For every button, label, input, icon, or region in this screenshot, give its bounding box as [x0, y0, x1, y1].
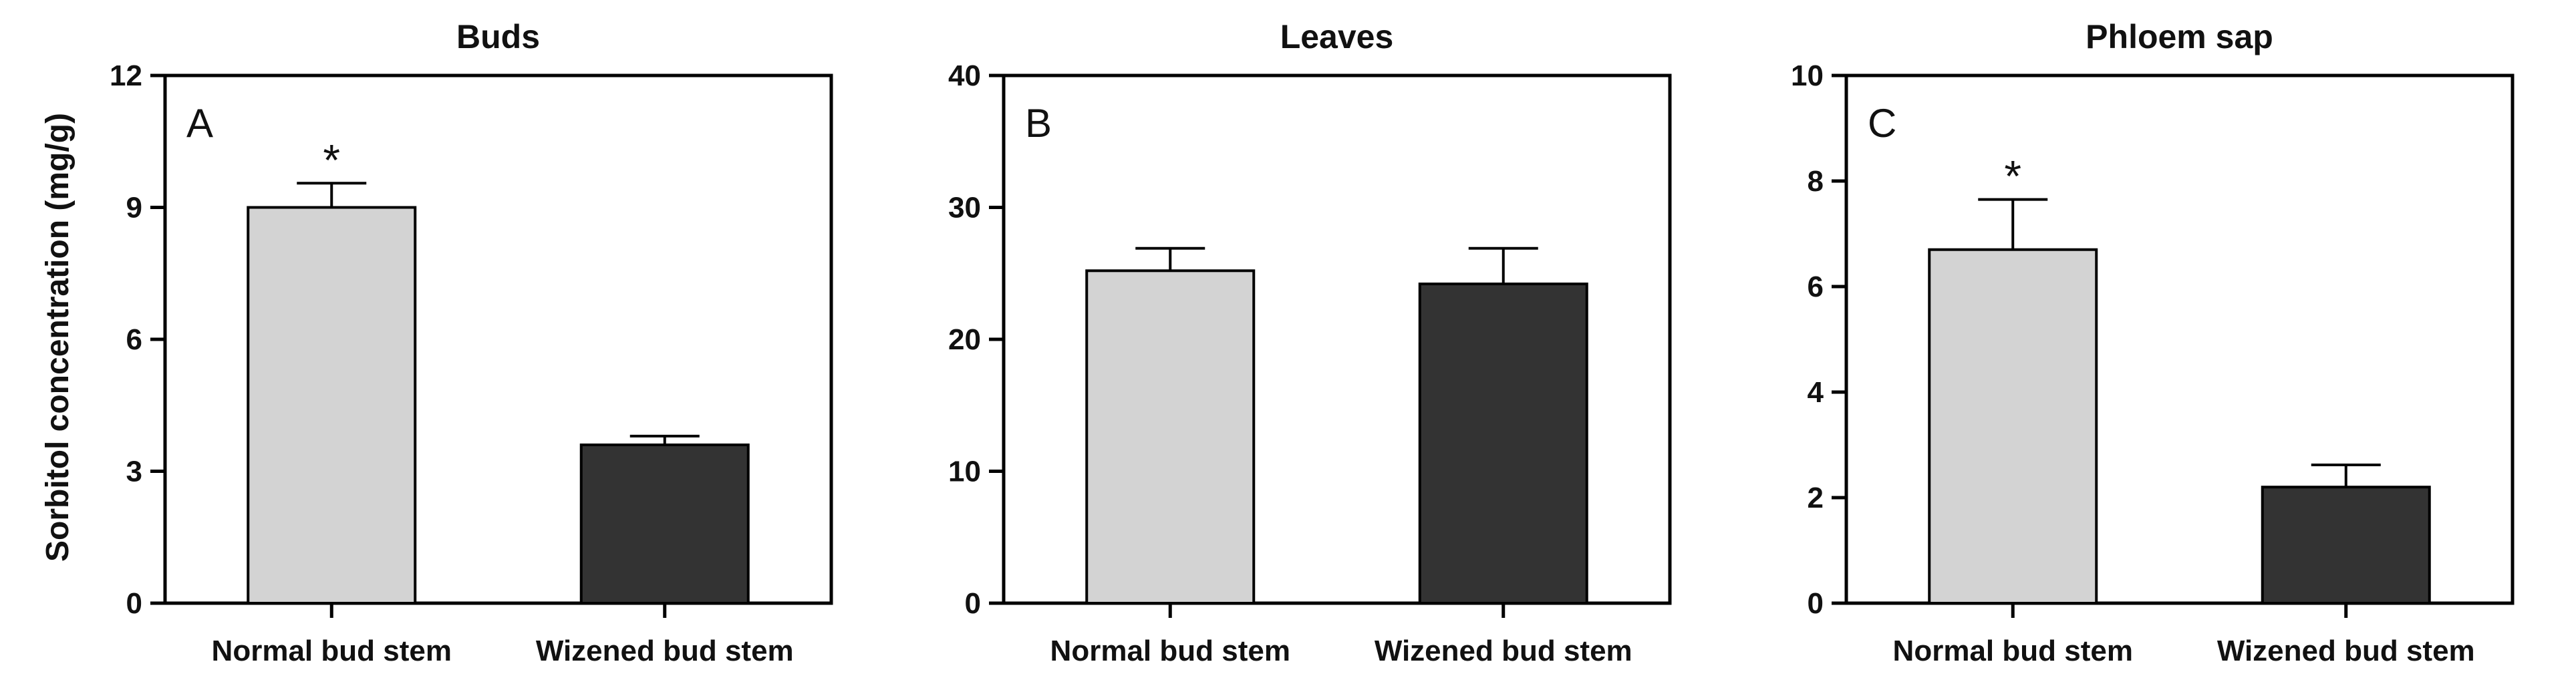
y-tick-label: 0: [1808, 587, 1824, 620]
y-tick-label: 8: [1808, 165, 1824, 198]
y-tick-label: 9: [126, 192, 142, 224]
chart-panel-a: Buds 0 3 6 9 12 A * Normal bud stem Wizened bud s…: [110, 18, 833, 667]
chart-title: Leaves: [1280, 18, 1394, 55]
y-tick-label: 2: [1808, 482, 1824, 514]
bar-normal: [247, 206, 417, 605]
panel-letter: A: [186, 101, 213, 146]
chart-title: Buds: [456, 18, 540, 55]
y-tick-label: 6: [1808, 271, 1824, 303]
bar-wizened: [579, 444, 750, 605]
y-tick-label: 10: [1791, 59, 1824, 92]
y-tick-label: 12: [110, 59, 142, 92]
plot-frame: [1844, 73, 2515, 605]
bar-normal: [1085, 269, 1256, 605]
x-category-label: Wizened bud stem: [1375, 635, 1632, 667]
y-tick-label: 3: [126, 456, 142, 488]
panel-letter: B: [1025, 101, 1052, 146]
significance-marker: *: [2004, 152, 2021, 201]
y-tick-label: 20: [948, 323, 981, 356]
significance-marker: *: [323, 135, 340, 184]
y-tick-label: 0: [126, 587, 142, 620]
y-tick-label: 0: [965, 587, 981, 620]
panel-letter: C: [1868, 101, 1896, 146]
y-tick-label: 4: [1808, 376, 1824, 409]
x-category-label: Normal bud stem: [1893, 635, 2133, 667]
bar-normal: [1928, 248, 2098, 605]
chart-panel-b: Leaves 0 10 20 30 40 B Normal bud stem Wizened b…: [948, 18, 1672, 667]
bar-wizened: [1418, 283, 1588, 605]
chart-title: Phloem sap: [2086, 18, 2273, 55]
chart-panel-c: Phloem sap 0 2 4 6 8 10 C * Normal bud stem Wizene…: [1791, 18, 2515, 667]
y-tick-label: 30: [948, 192, 981, 224]
chart-panels: Buds 0 3 6 9 12 A * Normal bud stem Wizened bud s…: [110, 18, 2515, 667]
x-category-label: Normal bud stem: [212, 635, 452, 667]
bar-wizened: [2261, 486, 2431, 605]
x-category-label: Normal bud stem: [1050, 635, 1290, 667]
y-tick-label: 6: [126, 323, 142, 356]
y-tick-label: 40: [948, 59, 981, 92]
y-axis-label: Sorbitol concentration (mg/g): [40, 113, 76, 562]
x-category-label: Wizened bud stem: [536, 635, 794, 667]
x-category-label: Wizened bud stem: [2217, 635, 2475, 667]
y-tick-label: 10: [948, 456, 981, 488]
